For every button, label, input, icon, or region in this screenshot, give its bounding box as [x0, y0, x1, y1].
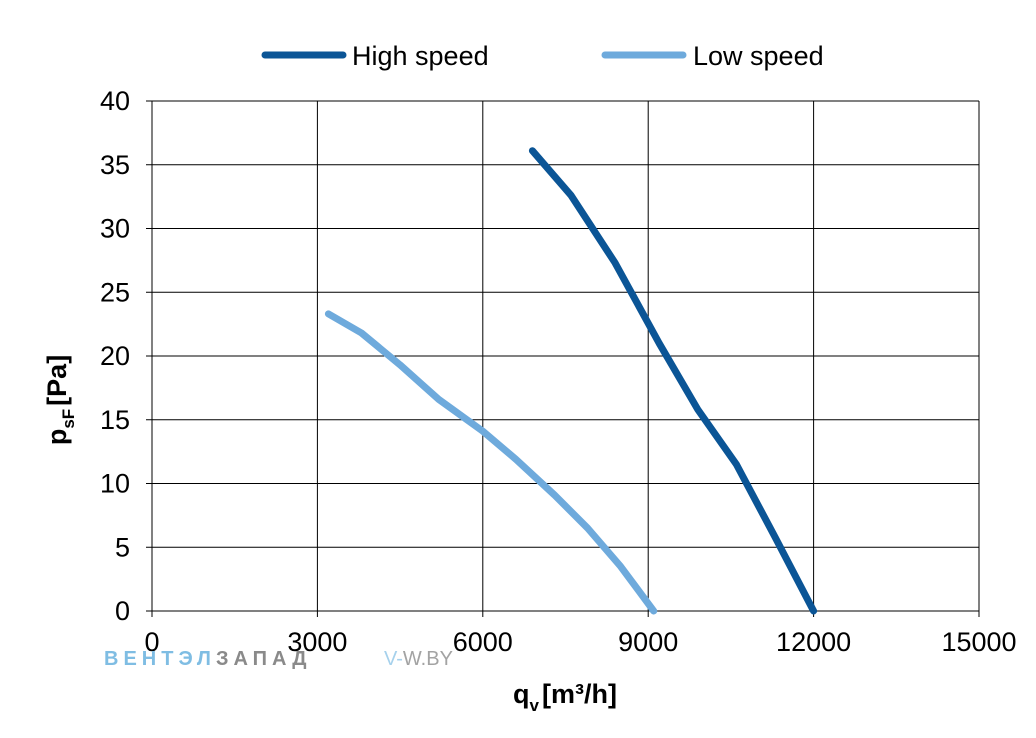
watermark-site-part1: V- — [384, 648, 403, 670]
y-axis-title: psF [Pa] — [42, 355, 78, 445]
y-tick-label: 5 — [115, 532, 130, 562]
y-axis-unit: [Pa] — [42, 355, 72, 406]
series-line-high-speed — [528, 147, 818, 615]
y-tick-label: 25 — [100, 277, 130, 307]
y-tick-label: 10 — [100, 469, 130, 499]
watermark-brand-part1: ВЕНТЭЛ — [104, 648, 216, 670]
gridlines — [146, 100, 980, 617]
x-tick-label: 15000 — [941, 627, 1016, 657]
x-axis-symbol: q — [513, 679, 530, 709]
x-tick-label: 3000 — [287, 627, 347, 657]
y-tick-label: 20 — [100, 341, 130, 371]
x-tick-label: 12000 — [776, 627, 851, 657]
series-lines — [324, 147, 818, 615]
legend-label: Low speed — [693, 41, 824, 71]
y-axis-symbol: p — [42, 429, 72, 446]
x-axis-subscript: v — [530, 696, 540, 715]
y-tick-label: 35 — [100, 150, 130, 180]
watermark-site: V-W.BY — [384, 648, 453, 671]
y-axis-subscript: sF — [59, 409, 78, 429]
watermark-site-part2: W.BY — [402, 648, 453, 670]
watermark-brand: ВЕНТЭЛЗАПАД — [104, 648, 311, 671]
legend-label: High speed — [352, 41, 489, 71]
watermark-brand-part2: ЗАПАД — [215, 648, 312, 670]
x-tick-label: 9000 — [618, 627, 678, 657]
y-tick-label: 40 — [100, 86, 130, 116]
legend: High speed Low speed — [261, 41, 824, 71]
x-axis-title: qv [m³/h] — [513, 679, 617, 715]
x-tick-label: 0 — [144, 627, 159, 657]
x-axis-unit: [m³/h] — [542, 679, 617, 709]
x-tick-label: 6000 — [453, 627, 513, 657]
y-tick-label: 0 — [115, 596, 130, 626]
y-tick-label: 15 — [100, 405, 130, 435]
y-tick-labels: 0 5 10 15 20 25 30 35 40 — [100, 86, 130, 626]
x-tick-labels: 0 3000 6000 9000 12000 15000 — [144, 627, 1016, 657]
y-tick-label: 30 — [100, 214, 130, 244]
series-line-low-speed — [324, 310, 658, 615]
